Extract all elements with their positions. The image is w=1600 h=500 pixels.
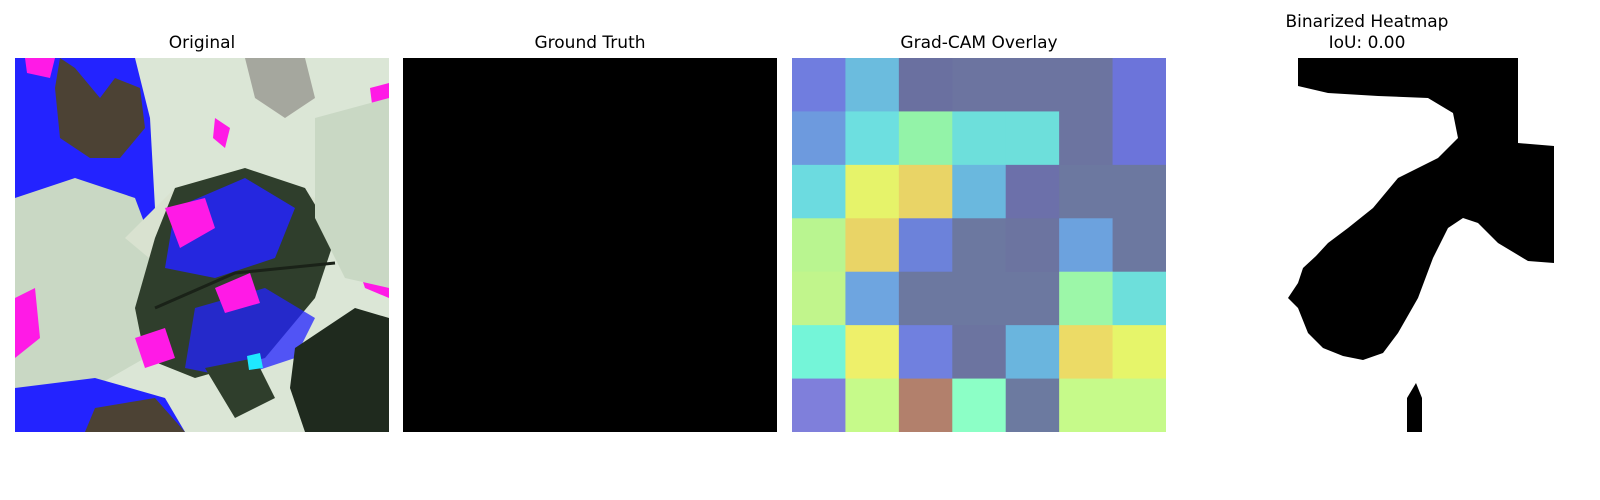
gradcam-cell <box>952 325 1007 380</box>
gradcam-cell <box>952 271 1007 326</box>
ground-truth-title: Ground Truth <box>534 33 646 53</box>
gradcam-cell <box>1059 378 1114 432</box>
gradcam-cell <box>845 164 900 219</box>
gradcam-cell <box>1112 218 1166 273</box>
gradcam-cell <box>1112 111 1166 166</box>
gradcam-cell <box>1005 218 1060 273</box>
gradcam-cell <box>952 218 1007 273</box>
gradcam-cell <box>1112 378 1166 432</box>
gradcam-cell <box>845 111 900 166</box>
gradcam-cell <box>898 58 953 112</box>
gradcam-cell <box>1059 218 1114 273</box>
gradcam-cell <box>1059 58 1114 112</box>
gradcam-cell <box>792 325 846 380</box>
original-title: Original <box>168 33 236 53</box>
gradcam-cell <box>898 111 953 166</box>
iou-score-label: IoU: 0.00 <box>1328 33 1406 53</box>
gradcam-cell <box>1005 58 1060 112</box>
gradcam-cell <box>898 164 953 219</box>
gradcam-cell <box>792 271 846 326</box>
gradcam-cell <box>1112 271 1166 326</box>
gradcam-cell <box>1005 325 1060 380</box>
gradcam-cell <box>1005 271 1060 326</box>
gradcam-cell <box>1059 111 1114 166</box>
gradcam-cell <box>792 111 846 166</box>
gradcam-cell <box>1112 58 1166 112</box>
gradcam-cell <box>1005 164 1060 219</box>
gradcam-cell <box>898 271 953 326</box>
gradcam-cell <box>845 325 900 380</box>
gradcam-cell <box>1005 111 1060 166</box>
gradcam-cell <box>898 218 953 273</box>
gradcam-cell <box>898 378 953 432</box>
gradcam-cell <box>1059 271 1114 326</box>
binarized-heatmap-mask <box>1288 58 1554 432</box>
gradcam-cell <box>1112 325 1166 380</box>
gradcam-cell <box>1005 378 1060 432</box>
gradcam-cell <box>845 218 900 273</box>
original-image <box>15 58 389 432</box>
gradcam-cell <box>845 58 900 112</box>
gradcam-cell <box>845 271 900 326</box>
gradcam-cell <box>792 218 846 273</box>
gradcam-cell <box>792 58 846 112</box>
gradcam-cell <box>1112 164 1166 219</box>
gradcam-overlay-heatmap <box>792 58 1166 432</box>
gradcam-cell <box>898 325 953 380</box>
gradcam-cell <box>792 164 846 219</box>
gradcam-cell <box>1059 325 1114 380</box>
gradcam-cell <box>952 164 1007 219</box>
gradcam-overlay-title: Grad-CAM Overlay <box>900 33 1058 53</box>
gradcam-cell <box>845 378 900 432</box>
binarized-heatmap-title: Binarized Heatmap <box>1285 12 1449 32</box>
gradcam-cell <box>952 111 1007 166</box>
ground-truth-mask <box>403 58 777 432</box>
gradcam-cell <box>952 58 1007 112</box>
gradcam-cell <box>792 378 846 432</box>
gradcam-cell <box>1059 164 1114 219</box>
gradcam-cell <box>952 378 1007 432</box>
